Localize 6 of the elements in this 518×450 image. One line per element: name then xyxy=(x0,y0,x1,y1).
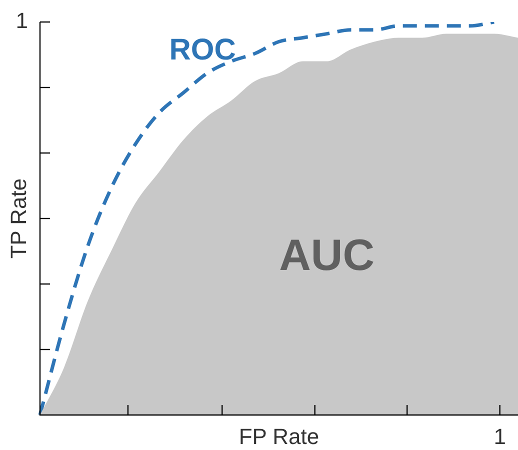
y-axis-title: TP Rate xyxy=(6,178,32,259)
annotation: AUC xyxy=(279,230,374,280)
text: 1 xyxy=(16,8,28,34)
x-axis-title: FP Rate xyxy=(238,424,320,450)
text: 1 xyxy=(494,424,506,450)
annotation: ROC xyxy=(169,34,236,67)
